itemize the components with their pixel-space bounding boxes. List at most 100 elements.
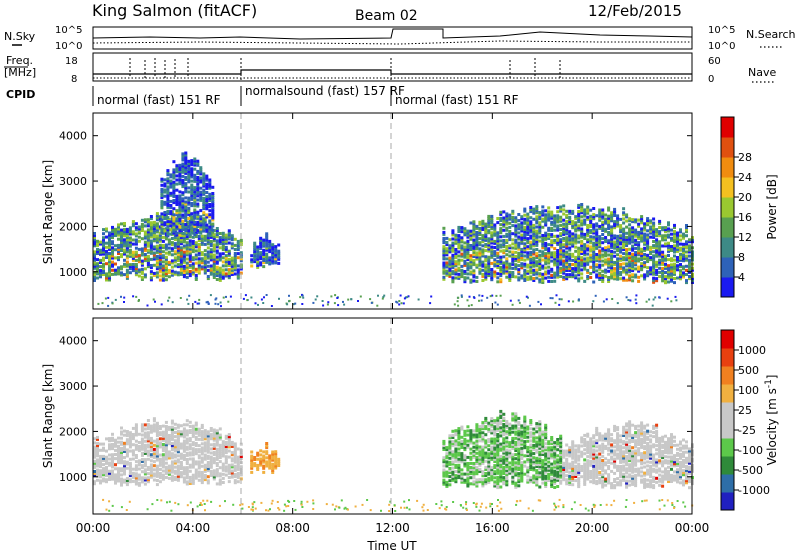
echo-cell <box>117 457 120 460</box>
echo-cell <box>191 428 195 432</box>
echo-cell <box>190 204 194 208</box>
echo-cell <box>205 195 209 199</box>
echo-cell <box>155 236 159 240</box>
echo-cell <box>622 241 626 245</box>
echo-cell <box>469 461 473 465</box>
echo-cell <box>463 253 467 257</box>
echo-cell <box>445 454 449 458</box>
echo-cell <box>607 218 611 222</box>
echo-cell <box>175 200 179 204</box>
echo-cell <box>619 266 623 270</box>
echo-cell <box>565 260 569 264</box>
echo-cell <box>655 252 659 256</box>
echo-cell <box>472 261 476 265</box>
echo-cell <box>481 439 485 443</box>
echo-cell <box>532 252 536 256</box>
echo-cell <box>224 440 228 444</box>
echo-cell <box>676 239 679 243</box>
echo-cell <box>685 234 688 238</box>
echo-cell <box>508 217 512 221</box>
echo-cell <box>184 157 188 161</box>
echo-cell <box>475 460 479 463</box>
echo-cell <box>205 205 209 209</box>
echo-cell <box>230 258 234 262</box>
echo-cell <box>199 178 203 182</box>
echo-cell <box>99 465 102 469</box>
echo-cell <box>125 432 129 436</box>
echo-cell <box>193 202 197 206</box>
echo-cell <box>230 262 234 266</box>
echo-cell <box>190 195 194 199</box>
echo-cell <box>463 245 467 249</box>
echo-cell <box>508 234 512 237</box>
echo-cell <box>445 484 449 488</box>
echo-cell <box>108 439 111 443</box>
echo-cell <box>175 198 179 202</box>
echo-cell <box>149 227 153 231</box>
echo-cell <box>568 246 572 250</box>
echo-cell <box>265 442 269 445</box>
echo-cell <box>499 272 503 276</box>
echo-cell <box>203 443 207 447</box>
echo-cell <box>490 223 494 227</box>
echo-cell <box>451 278 455 282</box>
echo-cell <box>182 429 186 433</box>
echo-cell <box>505 214 509 218</box>
echo-cell <box>146 265 150 269</box>
echo-cell <box>655 238 659 242</box>
echo-cell <box>457 274 461 278</box>
echo-cell <box>149 270 153 274</box>
echo-cell <box>457 250 461 254</box>
echo-cell <box>454 476 458 480</box>
echo-cell <box>649 270 653 274</box>
echo-cell <box>586 238 590 242</box>
echo-cell <box>487 241 491 245</box>
echo-cell <box>105 227 108 231</box>
echo-cell <box>484 226 488 230</box>
echo-cell <box>236 476 240 480</box>
echo-cell <box>203 249 207 253</box>
echo-cell <box>607 249 611 253</box>
echo-cell <box>454 276 458 280</box>
echo-cell <box>93 451 96 455</box>
echo-cell <box>102 238 105 242</box>
echo-cell <box>128 240 132 244</box>
power-echo-layer <box>93 151 694 308</box>
echo-cell <box>202 192 206 196</box>
echo-cell <box>200 259 204 263</box>
echo-cell <box>682 273 685 277</box>
echo-cell <box>664 234 667 238</box>
echo-cell <box>532 279 536 282</box>
echo-cell <box>175 188 179 192</box>
echo-cell <box>592 270 596 274</box>
echo-cell <box>176 242 180 246</box>
echo-cell <box>490 466 494 470</box>
echo-cell <box>152 257 156 261</box>
echo-cell <box>164 272 168 276</box>
echo-cell <box>108 443 111 447</box>
echo-cell <box>233 466 237 470</box>
echo-cell <box>526 241 530 245</box>
clutter-cell <box>196 302 199 305</box>
echo-cell <box>592 237 596 241</box>
echo-cell <box>102 459 105 462</box>
echo-cell <box>442 261 446 265</box>
echo-cell <box>622 276 626 280</box>
echo-cell <box>670 238 673 242</box>
echo-cell <box>208 205 212 209</box>
echo-cell <box>514 267 518 271</box>
echo-cell <box>143 253 147 256</box>
echo-cell <box>466 466 470 470</box>
echo-cell <box>155 212 159 216</box>
echo-cell <box>517 241 521 245</box>
clutter-cell <box>288 299 291 302</box>
echo-cell <box>589 231 593 235</box>
echo-cell <box>610 276 614 280</box>
echo-cell <box>179 456 183 460</box>
echo-cell <box>215 447 219 451</box>
echo-cell <box>125 248 129 252</box>
echo-cell <box>161 272 165 276</box>
echo-cell <box>595 222 599 226</box>
echo-cell <box>102 467 105 471</box>
echo-cell <box>631 267 635 271</box>
